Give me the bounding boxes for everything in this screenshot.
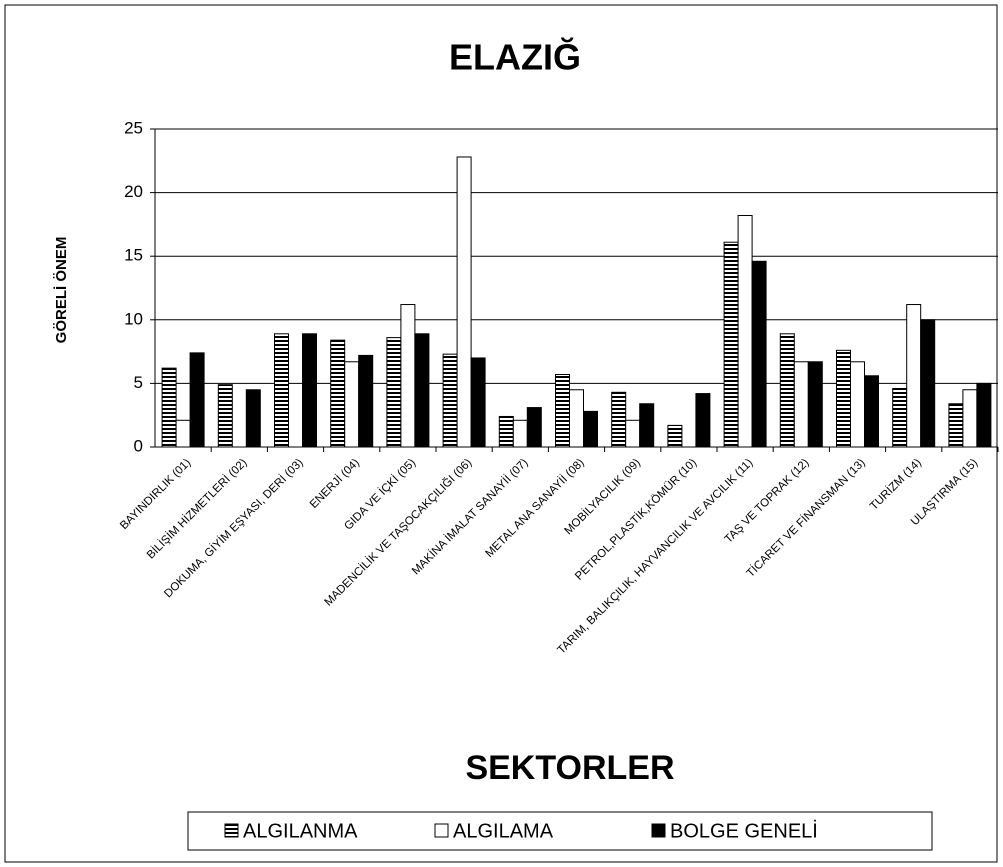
bar xyxy=(175,419,191,448)
bar xyxy=(414,333,430,448)
bar xyxy=(836,349,851,448)
bar xyxy=(723,241,739,448)
bar xyxy=(386,337,402,448)
legend-swatch xyxy=(224,823,239,838)
bar xyxy=(470,357,486,448)
bar xyxy=(976,382,992,448)
bar xyxy=(737,214,753,448)
bar xyxy=(442,353,458,448)
bar xyxy=(625,419,641,448)
y-tick-label: 15 xyxy=(124,246,143,265)
bar xyxy=(906,304,922,448)
y-tick-label: 0 xyxy=(134,436,143,455)
bar xyxy=(456,156,472,448)
legend-label: ALGILAMA xyxy=(453,820,554,842)
bar xyxy=(583,410,598,448)
bar xyxy=(639,403,655,448)
bar xyxy=(161,367,177,448)
legend-label: BOLGE GENELİ xyxy=(670,819,818,842)
bar xyxy=(245,389,261,448)
bar xyxy=(962,389,978,448)
bar xyxy=(274,333,289,448)
y-tick-label: 5 xyxy=(134,373,143,392)
bar xyxy=(892,387,908,448)
y-tick-label: 10 xyxy=(124,309,143,328)
bar xyxy=(850,361,865,448)
bar xyxy=(217,384,233,448)
bar xyxy=(526,407,542,448)
legend-label: ALGILANMA xyxy=(243,820,358,842)
legend-box xyxy=(187,811,933,851)
bar xyxy=(498,415,514,448)
bar xyxy=(751,260,767,448)
bar xyxy=(555,373,570,448)
bar xyxy=(920,319,936,448)
bar xyxy=(667,424,683,448)
y-tick-label: 20 xyxy=(124,182,143,201)
bar xyxy=(779,333,795,448)
bar xyxy=(344,361,360,448)
bar xyxy=(358,354,374,448)
chart-title: ELAZIĞ xyxy=(449,37,581,78)
bar xyxy=(807,361,823,448)
bar xyxy=(512,419,528,448)
bar xyxy=(948,403,964,448)
bar xyxy=(400,304,416,448)
bar xyxy=(695,393,711,448)
y-axis-label: GÖRELİ ÖNEM xyxy=(53,237,70,344)
bar xyxy=(189,352,205,448)
x-axis-label: SEKTORLER xyxy=(465,749,674,787)
bar xyxy=(330,339,346,448)
bar xyxy=(569,389,584,448)
bar xyxy=(793,361,809,448)
y-tick-label: 25 xyxy=(124,118,143,137)
bar xyxy=(302,333,317,448)
bar xyxy=(611,391,627,448)
legend-swatch xyxy=(434,823,449,838)
legend-swatch xyxy=(651,823,666,838)
bar xyxy=(864,375,879,448)
